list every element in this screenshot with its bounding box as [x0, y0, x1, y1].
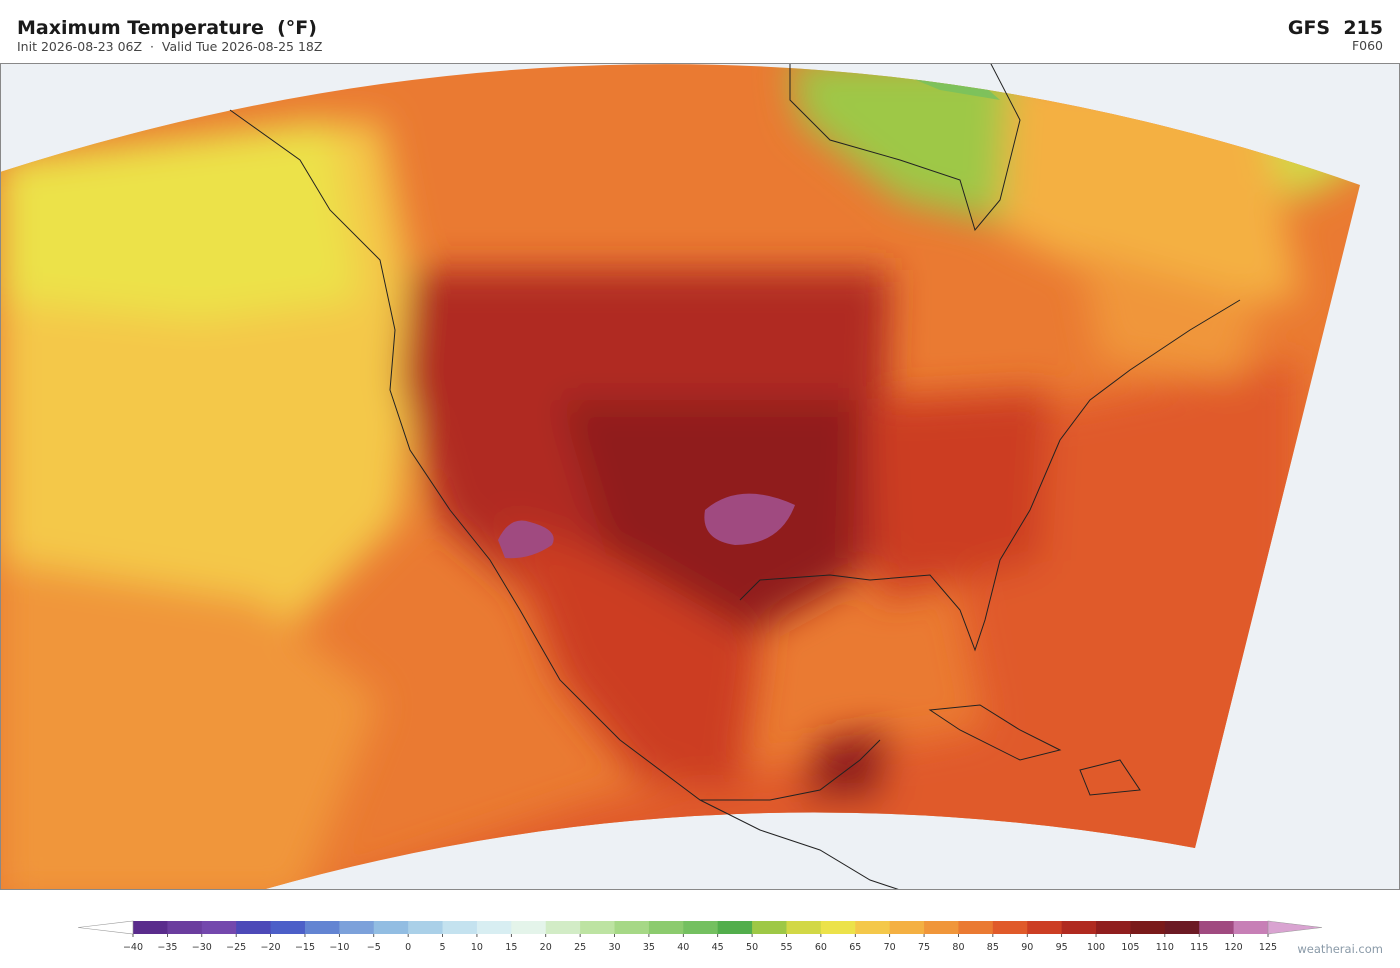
colorbar-tick-label: −15	[295, 942, 315, 953]
colorbar-tick-label: 10	[471, 942, 483, 953]
colorbar-bin	[992, 921, 1028, 934]
colorbar-bin	[270, 921, 306, 934]
colorbar-bin	[1027, 921, 1063, 934]
colorbar-bin	[683, 921, 719, 934]
colorbar-tick-label: −35	[157, 942, 177, 953]
map	[0, 63, 1400, 890]
colorbar-bin	[133, 921, 168, 934]
colorbar-tick-label: 95	[1056, 942, 1068, 953]
colorbar-tick-label: 25	[574, 942, 586, 953]
colorbar-tick-label: 105	[1121, 942, 1139, 953]
hot-spot	[704, 493, 795, 545]
colorbar-bin	[648, 921, 684, 934]
colorbar-tick-label: 115	[1190, 942, 1208, 953]
colorbar-tick-label: 5	[440, 942, 446, 953]
colorbar-tick-label: 100	[1087, 942, 1105, 953]
colorbar-tick-label: 85	[987, 942, 999, 953]
colorbar-tick-label: −30	[192, 942, 212, 953]
header: Maximum Temperature (°F) Init 2026-08-23…	[17, 17, 1383, 54]
colorbar-bin	[511, 921, 547, 934]
colorbar-tick-label: 110	[1156, 942, 1174, 953]
colorbar-bin	[408, 921, 444, 934]
colorbar-tick-label: −25	[226, 942, 246, 953]
colorbar-tick-label: 55	[780, 942, 792, 953]
colorbar-bin	[1199, 921, 1235, 934]
colorbar-bin	[717, 921, 753, 934]
model-name: GFS 215	[1288, 17, 1383, 39]
colorbar-bin	[236, 921, 272, 934]
map-title: Maximum Temperature (°F)	[17, 17, 317, 39]
colorbar-tick-label: 45	[712, 942, 724, 953]
colorbar-bin	[889, 921, 925, 934]
colorbar-extend-low	[77, 920, 134, 935]
colorbar-tick-label: 125	[1259, 942, 1277, 953]
colorbar-tick-label: 50	[746, 942, 758, 953]
colorbar-bin	[1130, 921, 1166, 934]
colorbar-bin	[1061, 921, 1097, 934]
colorbar-bin	[442, 921, 478, 934]
colorbar-bin	[1096, 921, 1131, 934]
coastlines	[229, 63, 1241, 890]
colorbar-bin	[820, 921, 856, 934]
colorbar-tick-label: −10	[329, 942, 349, 953]
colorbar-tick-label: 75	[918, 942, 930, 953]
colorbar-bin	[958, 921, 994, 934]
colorbar: −40 −35 −30 −25 −20 −15 −10 −5 0 5 10 15 20 25 30 35 40 4…	[77, 920, 1323, 953]
forecast-hour: F060	[1352, 38, 1383, 53]
watermark: weatherai.com	[1297, 942, 1383, 956]
colorbar-bin	[786, 921, 822, 934]
colorbar-tick-label: 35	[643, 942, 655, 953]
colorbar-bin	[580, 921, 616, 934]
colorbar-tick-label: 120	[1225, 942, 1243, 953]
colorbar-tick-label: 40	[677, 942, 689, 953]
colorbar-tick-label: −40	[123, 942, 143, 953]
colorbar-tick-label: 60	[815, 942, 827, 953]
colorbar-bin	[201, 921, 237, 934]
colorbar-tick-label: 90	[1021, 942, 1033, 953]
colorbar-extend-high	[1267, 920, 1323, 935]
colorbar-tick-label: −20	[261, 942, 281, 953]
colorbar-bin	[855, 921, 891, 934]
colorbar-bin	[1164, 921, 1200, 934]
colorbar-bin	[167, 921, 203, 934]
colorbar-tick-label: 0	[405, 942, 411, 953]
colorbar-bin	[373, 921, 409, 934]
colorbar-bin	[545, 921, 581, 934]
colorbar-tick-label: 65	[849, 942, 861, 953]
colorbar-bin	[924, 921, 959, 934]
colorbar-bin	[614, 921, 650, 934]
temperature-field	[0, 64, 1360, 890]
colorbar-tick-label: 80	[952, 942, 964, 953]
colorbar-tick-label: 15	[505, 942, 517, 953]
colorbar-tick-label: 70	[884, 942, 896, 953]
colorbar-tick-label: 20	[540, 942, 552, 953]
hot-spot	[498, 520, 554, 559]
map-subtitle: Init 2026-08-23 06Z · Valid Tue 2026-08-…	[17, 39, 322, 54]
colorbar-tick-label: −5	[367, 942, 381, 953]
colorbar-bin	[752, 921, 787, 934]
colorbar-bin	[304, 921, 340, 934]
colorbar-bin	[476, 921, 512, 934]
colorbar-tick-label: 30	[608, 942, 620, 953]
colorbar-bin	[339, 921, 375, 934]
colorbar-bin	[1233, 921, 1269, 934]
